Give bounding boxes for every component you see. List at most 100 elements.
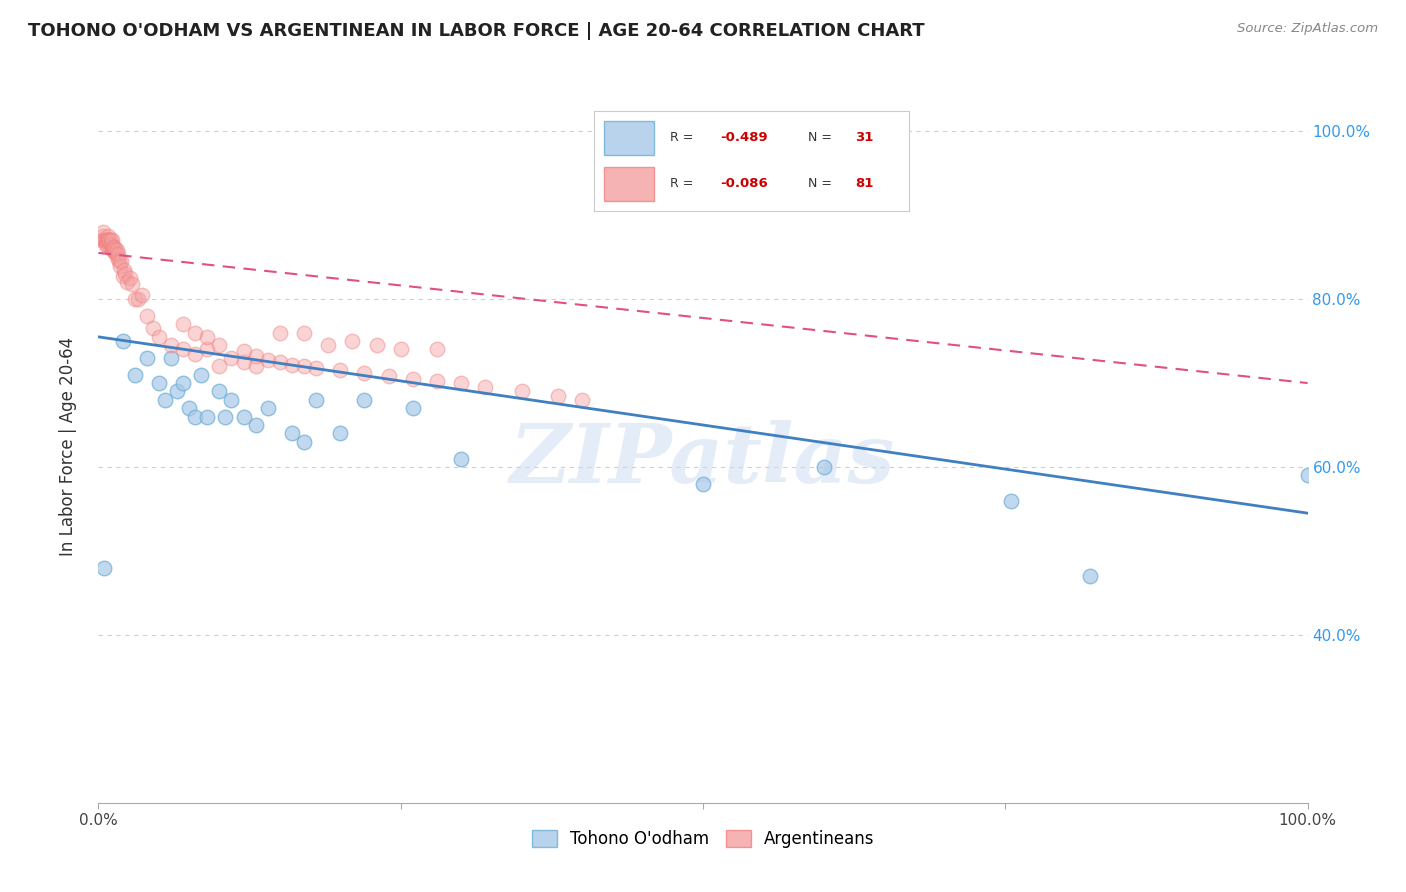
Point	[389, 343, 412, 357]
Point	[98, 237, 121, 252]
Point	[148, 376, 170, 390]
Point	[93, 560, 115, 574]
Point	[98, 233, 121, 247]
Point	[93, 233, 115, 247]
Point	[208, 338, 231, 352]
Point	[269, 326, 291, 340]
Point	[100, 237, 122, 252]
Point	[107, 252, 129, 266]
Point	[305, 360, 328, 375]
Point	[184, 346, 207, 360]
Point	[108, 254, 131, 268]
Point	[172, 376, 194, 390]
Text: Source: ZipAtlas.com: Source: ZipAtlas.com	[1237, 22, 1378, 36]
Point	[184, 326, 207, 340]
Point	[232, 409, 254, 424]
Point	[121, 277, 143, 291]
Point	[316, 338, 339, 352]
Point	[190, 368, 212, 382]
Point	[101, 240, 124, 254]
Point	[353, 392, 375, 407]
Point	[172, 318, 194, 332]
Point	[305, 392, 328, 407]
Point	[179, 401, 201, 416]
Point	[292, 434, 315, 449]
Point	[160, 351, 183, 365]
Point	[117, 275, 139, 289]
Point	[1078, 569, 1101, 583]
Point	[474, 380, 496, 394]
Point	[124, 292, 146, 306]
Point	[292, 326, 315, 340]
Point	[124, 368, 146, 382]
Point	[97, 229, 120, 244]
Point	[94, 233, 117, 247]
Point	[195, 409, 218, 424]
Point	[160, 338, 183, 352]
Point	[108, 259, 131, 273]
Point	[97, 233, 120, 247]
Point	[269, 355, 291, 369]
Point	[450, 451, 472, 466]
Point	[208, 359, 231, 374]
Point	[148, 330, 170, 344]
Point	[232, 344, 254, 359]
Point	[426, 343, 449, 357]
Point	[547, 389, 569, 403]
Point	[101, 244, 124, 258]
Point	[195, 343, 218, 357]
Point	[195, 330, 218, 344]
Point	[402, 372, 425, 386]
Point	[292, 359, 315, 374]
Point	[184, 409, 207, 424]
Point	[107, 246, 129, 260]
Point	[402, 401, 425, 416]
Point	[97, 233, 120, 247]
Point	[172, 343, 194, 357]
Point	[100, 233, 122, 247]
Point	[281, 426, 304, 441]
Point	[94, 237, 117, 252]
Point	[510, 384, 533, 399]
Point	[105, 244, 128, 258]
Point	[96, 233, 118, 247]
Point	[114, 267, 136, 281]
Point	[91, 229, 114, 244]
Point	[329, 363, 352, 377]
Point	[105, 248, 128, 262]
Point	[166, 384, 188, 399]
Point	[100, 233, 122, 247]
Point	[426, 375, 449, 389]
Point	[281, 358, 304, 372]
Text: ZIPatlas: ZIPatlas	[510, 420, 896, 500]
Point	[232, 355, 254, 369]
Point	[221, 392, 243, 407]
Point	[104, 242, 127, 256]
Point	[1000, 493, 1022, 508]
Point	[692, 476, 714, 491]
Point	[221, 351, 243, 365]
Point	[100, 242, 122, 256]
Point	[93, 233, 115, 247]
Point	[104, 246, 127, 260]
Point	[245, 417, 267, 432]
Point	[91, 233, 114, 247]
Point	[118, 271, 141, 285]
Point	[377, 369, 399, 384]
Point	[135, 351, 157, 365]
Point	[329, 426, 352, 441]
Point	[111, 334, 134, 348]
Point	[135, 309, 157, 323]
Point	[366, 338, 388, 352]
Point	[103, 244, 125, 258]
Point	[208, 384, 231, 399]
Point	[571, 392, 593, 407]
Point	[127, 292, 149, 306]
Point	[142, 321, 165, 335]
Legend: Tohono O'odham, Argentineans: Tohono O'odham, Argentineans	[524, 823, 882, 855]
Point	[153, 392, 176, 407]
Point	[256, 352, 278, 367]
Point	[353, 366, 375, 380]
Point	[111, 268, 134, 283]
Point	[1296, 468, 1319, 483]
